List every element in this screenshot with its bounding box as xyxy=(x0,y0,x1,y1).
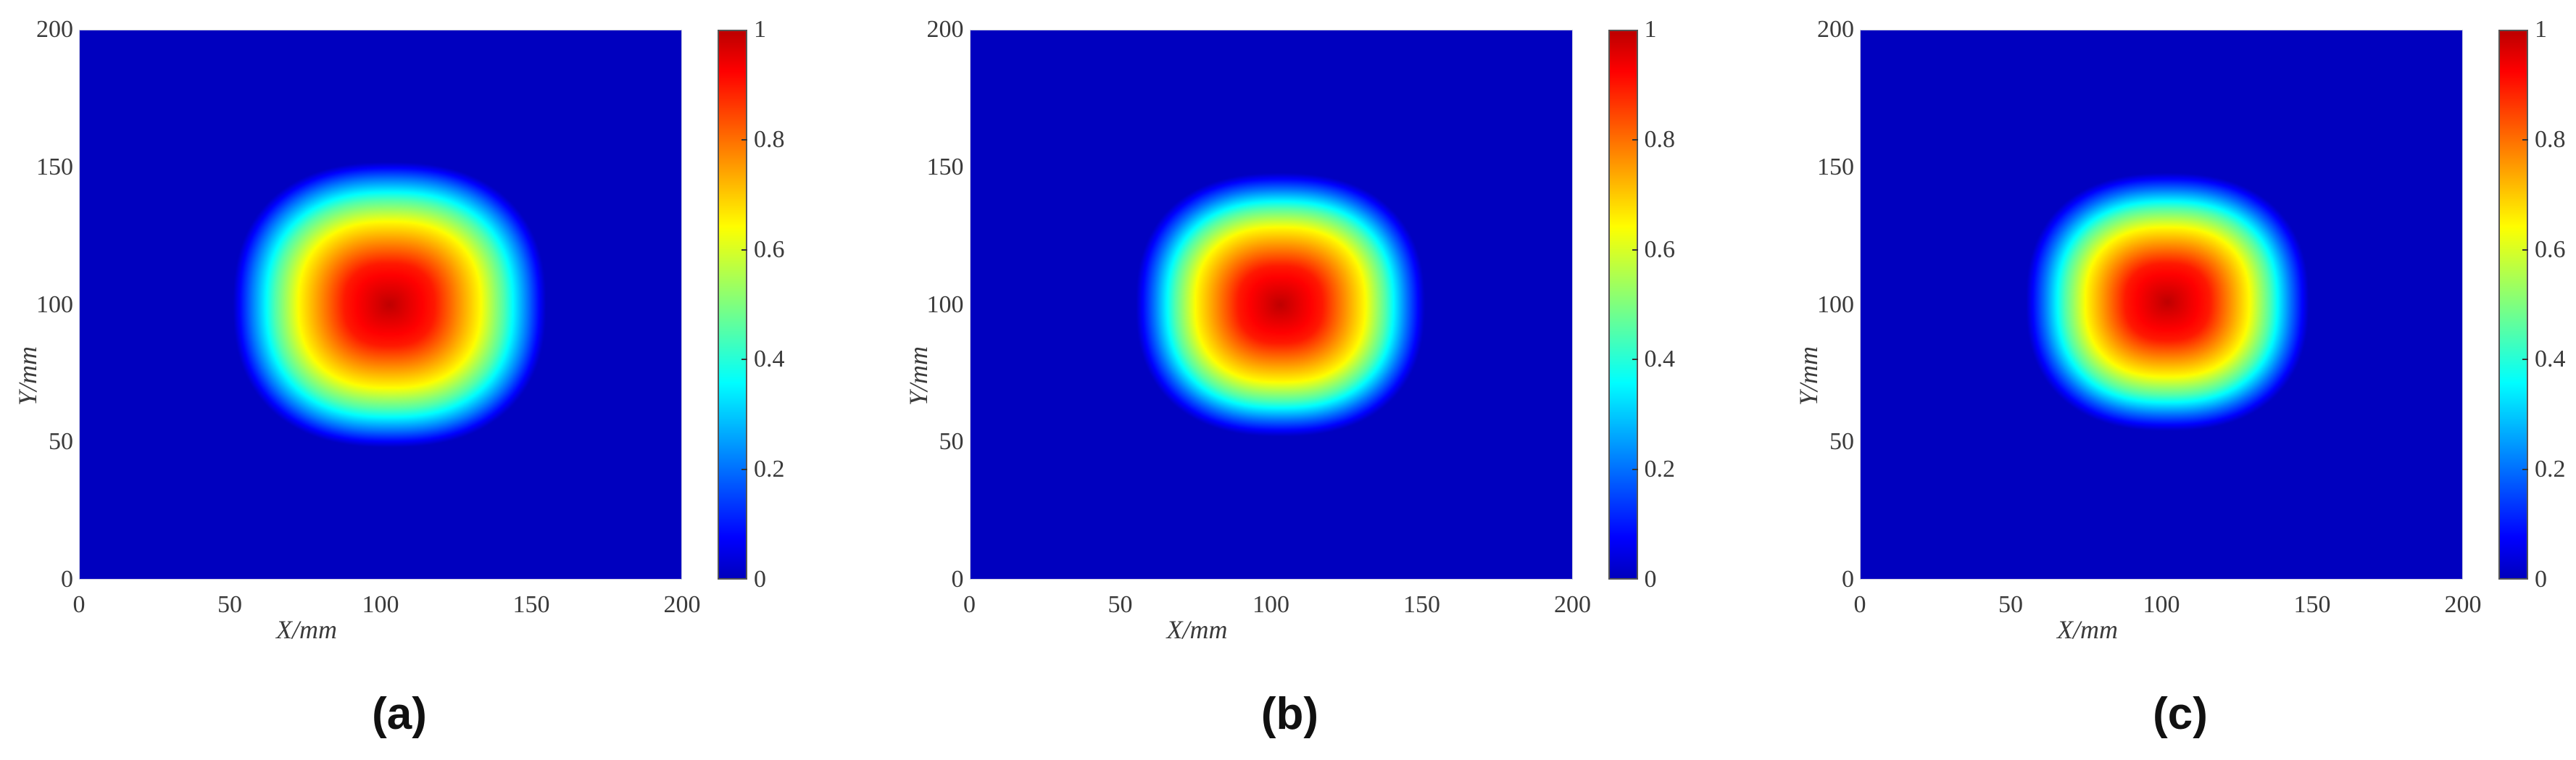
x-tick-label: 50 xyxy=(1998,591,2023,618)
x-axis-label: X/mm xyxy=(276,615,337,644)
colorbar-tick-label: 0.2 xyxy=(754,456,785,483)
heatmap-panel: 0 50 100 150 200 0 50 100 150 200 0 0.2 0.4 0.6 0.8 1 X/… xyxy=(0,0,890,760)
y-tick-label: 200 xyxy=(926,16,964,43)
y-tick-label: 0 xyxy=(1842,566,1854,593)
y-tick-label: 100 xyxy=(1817,291,1854,318)
colorbar-tick-label: 0.2 xyxy=(2535,456,2566,483)
colorbar-tick-label: 0.6 xyxy=(2535,235,2566,263)
colorbar-tick-label: 0 xyxy=(754,566,766,593)
y-tick-label: 150 xyxy=(1817,153,1854,180)
heatmap-panel: 0 50 100 150 200 0 50 100 150 200 0 0.2 0.4 0.6 0.8 1 X/… xyxy=(1781,0,2576,760)
colorbar-tick-label: 1 xyxy=(754,16,766,43)
x-tick-label: 50 xyxy=(217,591,242,618)
heatmap-plot-area xyxy=(79,30,682,580)
x-tick-label: 50 xyxy=(1108,591,1133,618)
y-tick-label: 200 xyxy=(36,16,73,43)
y-tick-label: 50 xyxy=(939,428,964,456)
y-axis-label: Y/mm xyxy=(13,346,42,406)
colorbar-tick-label: 0.8 xyxy=(1644,125,1676,153)
colorbar-tick-label: 0.2 xyxy=(1644,456,1676,483)
x-tick-label: 150 xyxy=(1403,591,1440,618)
x-tick-label: 100 xyxy=(1252,591,1289,618)
colorbar-tick-label: 1 xyxy=(1644,16,1657,43)
colorbar-tick-mark xyxy=(741,249,747,251)
panel-caption: (c) xyxy=(2153,689,2208,739)
colorbar-tick-mark xyxy=(1632,249,1638,251)
colorbar-gradient xyxy=(1609,31,1637,578)
y-axis-label: Y/mm xyxy=(1794,346,1823,406)
colorbar-tick-label: 1 xyxy=(2535,16,2547,43)
colorbar-tick-mark xyxy=(2522,359,2528,361)
x-tick-label: 200 xyxy=(1554,591,1591,618)
x-tick-label: 150 xyxy=(512,591,550,618)
panel-caption: (b) xyxy=(1260,689,1319,739)
colorbar-tick-label: 0 xyxy=(1644,566,1657,593)
x-axis-label: X/mm xyxy=(2057,615,2118,644)
x-tick-label: 200 xyxy=(2444,591,2482,618)
y-tick-label: 200 xyxy=(1817,16,1854,43)
heatmap-plot-area xyxy=(1860,30,2463,580)
y-tick-label: 50 xyxy=(1829,428,1854,456)
colorbar-tick-label: 0.8 xyxy=(2535,125,2566,153)
colorbar xyxy=(718,30,747,580)
y-tick-label: 0 xyxy=(951,566,964,593)
x-tick-label: 100 xyxy=(2143,591,2180,618)
colorbar xyxy=(2498,30,2528,580)
colorbar-tick-label: 0.4 xyxy=(754,346,785,373)
x-tick-label: 0 xyxy=(1853,591,1866,618)
x-tick-label: 200 xyxy=(663,591,701,618)
panel-caption: (a) xyxy=(372,689,427,739)
y-tick-label: 100 xyxy=(36,291,73,318)
colorbar-tick-mark xyxy=(2522,469,2528,471)
x-axis-label: X/mm xyxy=(1166,615,1228,644)
colorbar-tick-mark xyxy=(1632,138,1638,141)
x-tick-label: 0 xyxy=(963,591,976,618)
colorbar-tick-mark xyxy=(741,359,747,361)
colorbar-tick-label: 0.6 xyxy=(754,235,785,263)
colorbar-tick-mark xyxy=(741,469,747,471)
y-axis-label: Y/mm xyxy=(903,346,933,406)
colorbar-tick-label: 0.8 xyxy=(754,125,785,153)
y-tick-label: 150 xyxy=(36,153,73,180)
y-tick-label: 50 xyxy=(49,428,73,456)
colorbar-tick-label: 0.4 xyxy=(1644,346,1676,373)
colorbar-tick-mark xyxy=(1632,469,1638,471)
heatmap-image xyxy=(970,30,1572,579)
y-tick-label: 150 xyxy=(926,153,964,180)
colorbar-tick-label: 0.6 xyxy=(1644,235,1676,263)
colorbar-gradient xyxy=(2500,31,2527,578)
x-tick-label: 150 xyxy=(2293,591,2331,618)
y-tick-label: 100 xyxy=(926,291,964,318)
heatmap-image xyxy=(80,30,681,579)
colorbar-tick-mark xyxy=(741,138,747,141)
colorbar-tick-label: 0 xyxy=(2535,566,2547,593)
heatmap-image xyxy=(1861,30,2462,579)
colorbar xyxy=(1608,30,1638,580)
colorbar-tick-label: 0.4 xyxy=(2535,346,2566,373)
heatmap-plot-area xyxy=(969,30,1573,580)
x-tick-label: 0 xyxy=(72,591,86,618)
heatmap-panel: 0 50 100 150 200 0 50 100 150 200 0 0.2 0.4 0.6 0.8 1 X/… xyxy=(891,0,1781,760)
colorbar-gradient xyxy=(719,31,746,578)
y-tick-label: 0 xyxy=(61,566,73,593)
colorbar-tick-mark xyxy=(1632,359,1638,361)
x-tick-label: 100 xyxy=(362,591,399,618)
colorbar-tick-mark xyxy=(2522,249,2528,251)
colorbar-tick-mark xyxy=(2522,138,2528,141)
